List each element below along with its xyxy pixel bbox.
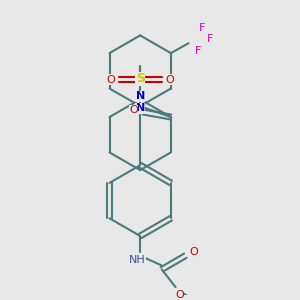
Text: F: F [207, 34, 213, 44]
Text: O: O [189, 247, 198, 257]
Text: O: O [165, 75, 174, 85]
Text: N: N [136, 103, 145, 113]
Text: O: O [175, 290, 184, 300]
Text: O: O [129, 105, 138, 115]
Text: F: F [199, 22, 206, 32]
Text: NH: NH [129, 255, 146, 265]
Text: N: N [136, 92, 145, 101]
Text: F: F [195, 46, 202, 56]
Text: S: S [136, 72, 145, 85]
Text: O: O [106, 75, 115, 85]
